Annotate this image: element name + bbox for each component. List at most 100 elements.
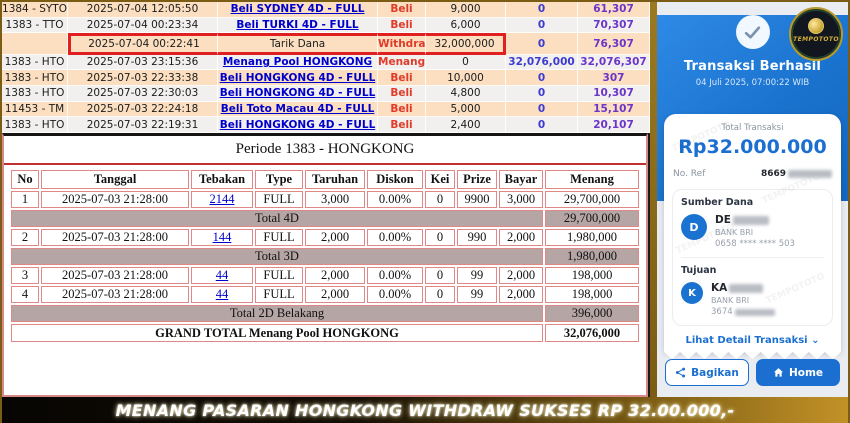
- total-transaction-value: Rp32.000.000: [678, 136, 827, 158]
- periode-title: Periode 1383 - HONGKONG: [235, 141, 415, 157]
- txn-action: Menang: [378, 54, 426, 71]
- txn-id: 1383 - TTO: [2, 17, 68, 34]
- txn-datetime: 2025-07-03 22:30:03: [68, 86, 218, 102]
- bet-tebakan-link[interactable]: 144: [212, 230, 232, 244]
- bottom-banner: MENANG PASARAN HONGKONG WITHDRAW SUKSES …: [2, 397, 848, 423]
- ref-label: No. Ref: [673, 169, 706, 179]
- col-header-menang: Menang: [545, 170, 639, 189]
- tempototo-logo: TEMPOTOTO: [789, 7, 843, 61]
- txn-datetime: 2025-07-03 22:24:18: [68, 101, 218, 118]
- txn-datetime: 2025-07-04 00:22:41: [68, 33, 218, 55]
- destination-account: 3674: [711, 307, 733, 317]
- bets-table: No Tanggal Tebakan Type Taruhan Diskon K…: [9, 168, 641, 344]
- bet-bayar: 2,000: [499, 229, 543, 246]
- txn-balance: 61,307: [578, 2, 650, 18]
- banner-text: MENANG PASARAN HONGKONG WITHDRAW SUKSES …: [115, 400, 735, 420]
- destination-avatar: K: [681, 282, 703, 304]
- txn-action: Beli: [378, 117, 426, 133]
- txn-balance: 70,307: [578, 17, 650, 34]
- bet-taruhan: 3,000: [305, 191, 365, 208]
- txn-balance: 76,307: [578, 33, 650, 55]
- total-4d-value: 29,700,000: [545, 210, 639, 227]
- txn-amount: 2,400: [426, 117, 506, 133]
- grand-total-label: GRAND TOTAL Menang Pool HONGKONG: [11, 324, 543, 342]
- bet-kei: 0: [425, 267, 455, 284]
- bet-tebakan-link[interactable]: 2144: [209, 192, 235, 206]
- redacted-source-name: [732, 215, 769, 225]
- bet-tebakan-link[interactable]: 44: [215, 287, 229, 301]
- total-3d-row: Total 3D 1,980,000: [11, 248, 639, 265]
- txn-credit: 0: [506, 117, 578, 133]
- table-row: 1383 - HTO 2025-07-03 22:33:38 Beli HONG…: [2, 70, 650, 87]
- bet-bayar: 3,000: [499, 191, 543, 208]
- txn-balance: 307: [578, 70, 650, 87]
- bet-menang: 29,700,000: [545, 191, 639, 208]
- withdraw-highlighted-row: 2025-07-04 00:22:41 Tarik Dana Withdraw …: [2, 33, 650, 55]
- bet-menang: 198,000: [545, 267, 639, 284]
- col-header-tanggal: Tanggal: [41, 170, 189, 189]
- table-row: 1384 - SYTO 2025-07-04 12:05:50 Beli SYD…: [2, 2, 650, 18]
- table-row: 1383 - HTO 2025-07-03 22:30:03 Beli HONG…: [2, 86, 650, 102]
- txn-balance: 15,107: [578, 101, 650, 118]
- total-3d-value: 1,980,000: [545, 248, 639, 265]
- receipt-actions: Bagikan Home: [665, 359, 840, 386]
- col-header-taruhan: Taruhan: [305, 170, 365, 189]
- table-row: 1383 - TTO 2025-07-04 00:23:34 Beli TURK…: [2, 17, 650, 34]
- detail-transaction-link[interactable]: Lihat Detail Transaksi ⌄: [672, 335, 833, 346]
- txn-desc-link[interactable]: Beli HONGKONG 4D - FULL: [219, 118, 376, 131]
- bet-prize: 9900: [457, 191, 497, 208]
- chevron-down-icon: ⌄: [811, 335, 820, 346]
- source-party: D DE BANK BRI 0658 **** **** 503: [681, 214, 824, 249]
- txn-desc-link[interactable]: Menang Pool HONGKONG: [222, 56, 373, 69]
- col-header-kei: Kei: [425, 170, 455, 189]
- bet-no: 1: [11, 191, 39, 208]
- source-account: 0658 **** **** 503: [715, 239, 795, 249]
- txn-id: 1384 - SYTO: [2, 2, 68, 18]
- success-check-icon: [735, 15, 770, 49]
- txn-id: 11453 - TM: [2, 101, 68, 118]
- bet-row: 4 2025-07-03 21:28:00 44 FULL 2,000 0.00…: [11, 286, 639, 303]
- txn-credit: 0: [506, 86, 578, 102]
- txn-amount: 6,000: [426, 17, 506, 34]
- txn-desc-link[interactable]: Beli HONGKONG 4D - FULL: [219, 71, 376, 84]
- txn-amount: 9,000: [426, 2, 506, 18]
- divider: [4, 163, 646, 165]
- txn-desc-link[interactable]: Beli SYDNEY 4D - FULL: [230, 3, 365, 16]
- txn-action: Beli: [378, 17, 426, 34]
- share-button[interactable]: Bagikan: [665, 359, 749, 386]
- destination-name: KA: [711, 282, 728, 294]
- txn-action: Withdraw: [378, 33, 426, 55]
- bet-type: FULL: [255, 267, 303, 284]
- source-bank: BANK BRI: [715, 228, 754, 237]
- bet-prize: 99: [457, 286, 497, 303]
- bet-kei: 0: [425, 286, 455, 303]
- bet-row: 3 2025-07-03 21:28:00 44 FULL 2,000 0.00…: [11, 267, 639, 284]
- home-button[interactable]: Home: [756, 359, 840, 386]
- redacted-ref: [788, 170, 832, 178]
- bet-bayar: 2,000: [499, 286, 543, 303]
- txn-id: 1383 - HTO: [2, 117, 68, 133]
- txn-balance: 20,107: [578, 117, 650, 133]
- bet-tebakan-link[interactable]: 44: [215, 268, 229, 282]
- ref-number: 8669: [760, 169, 786, 179]
- grand-total-row: GRAND TOTAL Menang Pool HONGKONG 32,076,…: [11, 324, 639, 342]
- redacted-destination-account: [734, 308, 775, 316]
- col-header-type: Type: [255, 170, 303, 189]
- bet-row: 2 2025-07-03 21:28:00 144 FULL 2,000 0.0…: [11, 229, 639, 246]
- ticket-zigzag-edge: [664, 352, 841, 359]
- txn-desc-link[interactable]: Beli HONGKONG 4D - FULL: [219, 87, 376, 100]
- txn-desc-link[interactable]: Beli TURKI 4D - FULL: [236, 18, 359, 31]
- bet-no: 4: [11, 286, 39, 303]
- txn-datetime: 2025-07-03 23:15:36: [68, 54, 218, 71]
- txn-action: Beli: [378, 70, 426, 87]
- left-pane: 1384 - SYTO 2025-07-04 12:05:50 Beli SYD…: [2, 2, 650, 397]
- source-avatar: D: [681, 214, 707, 240]
- bet-bayar: 2,000: [499, 267, 543, 284]
- txn-desc-link[interactable]: Beli Toto Macau 4D - FULL: [220, 102, 375, 115]
- redacted-destination-name: [729, 283, 764, 293]
- total-3d-label: Total 3D: [11, 248, 543, 265]
- share-button-label: Bagikan: [691, 366, 739, 379]
- grand-total-value: 32,076,000: [545, 324, 639, 342]
- bet-taruhan: 2,000: [305, 229, 365, 246]
- bet-tanggal: 2025-07-03 21:28:00: [41, 191, 189, 208]
